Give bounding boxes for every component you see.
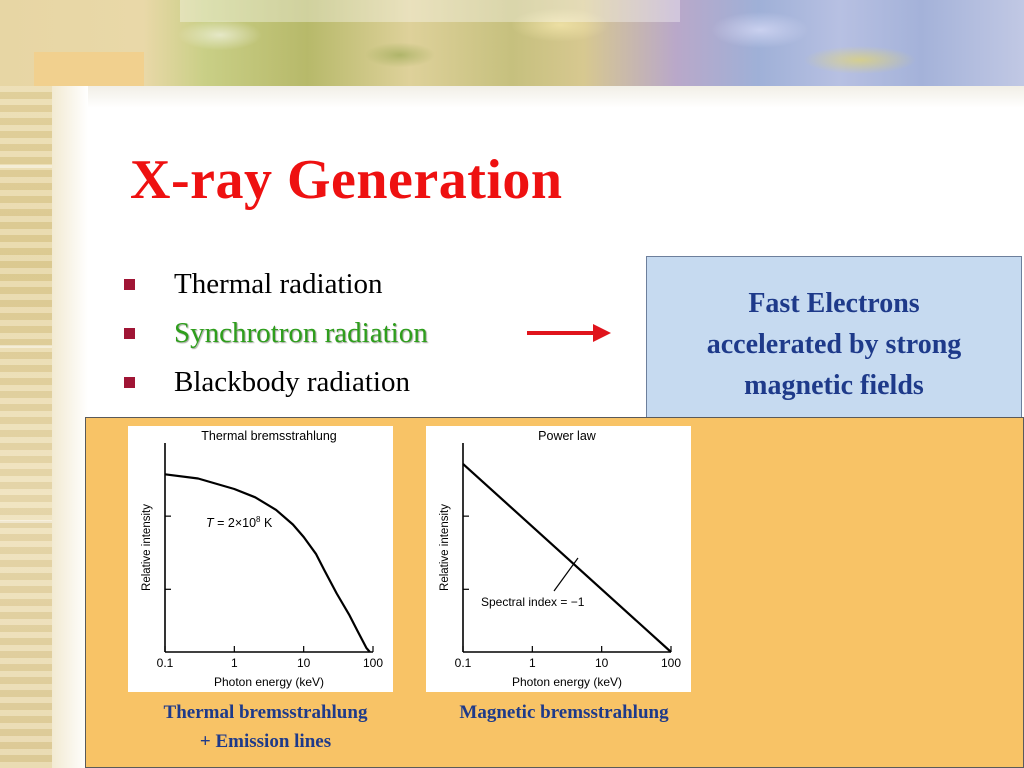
c1-x-tick-label-2: 10 <box>595 656 609 670</box>
thermal-chart: Thermal bremsstrahlung 0.1 1 10 100 Photon en… <box>128 426 393 692</box>
c0-x-axis-label: Photon energy (keV) <box>214 675 324 689</box>
power-law-chart-svg: Power law 0.1 1 10 100 Photon energy (keV) Rel… <box>439 429 681 689</box>
c0-y-axis-label: Relative intensity <box>141 504 153 591</box>
c1-series-line <box>462 463 672 653</box>
bullet-item: Thermal radiation <box>120 264 428 313</box>
c1-x-tick-label-3: 100 <box>661 656 681 670</box>
c0-x-tick-label-2: 10 <box>297 656 311 670</box>
callout-text: Fast Electrons accelerated by strong mag… <box>706 288 962 401</box>
bullet-text: Thermal radiation <box>174 268 383 300</box>
power-law-chart: Power law 0.1 1 10 100 Photon energy (keV) Rel… <box>426 426 691 692</box>
callout-box: Fast Electrons accelerated by strong mag… <box>646 256 1022 418</box>
c0-chart-title: Thermal bremsstrahlung <box>201 429 337 443</box>
slide-title: X-ray Generation <box>130 149 563 211</box>
c1-x-tick-label-0: 0.1 <box>455 656 472 670</box>
bullet-item: Blackbody radiation <box>120 362 428 411</box>
decorative-header-shadow <box>88 86 1024 108</box>
c0-x-tick-label-0: 0.1 <box>157 656 174 670</box>
c1-y-axis-label: Relative intensity <box>439 504 451 591</box>
c0-x-tick-label-3: 100 <box>363 656 383 670</box>
decorative-header-band <box>0 0 1024 86</box>
decorative-header-highlight <box>180 0 680 22</box>
decorative-shade-strip <box>52 0 88 768</box>
right-arrow-icon <box>527 324 611 342</box>
caption-thermal: Thermal bremsstrahlung + Emission lines <box>163 702 368 752</box>
thermal-chart-svg: Thermal bremsstrahlung 0.1 1 10 100 Photon en… <box>141 429 383 689</box>
square-bullet-icon <box>124 328 135 339</box>
c1-annotation-pointer <box>553 557 579 592</box>
c1-chart-title: Power law <box>538 429 597 443</box>
c1-x-tick-label-1: 1 <box>529 656 536 670</box>
square-bullet-icon <box>124 279 135 290</box>
c0-series-line <box>164 473 371 653</box>
c0-annotation: T = 2×108 K <box>206 515 273 530</box>
bullet-item-highlighted: Synchrotron radiation <box>120 313 428 362</box>
decorative-left-strip <box>0 0 52 768</box>
bullet-text: Blackbody radiation <box>174 366 410 398</box>
c1-annotation: Spectral index = −1 <box>481 595 585 609</box>
square-bullet-icon <box>124 377 135 388</box>
c0-x-tick-label-1: 1 <box>231 656 238 670</box>
caption-magnetic: Magnetic bremsstrahlung <box>459 702 669 723</box>
bullet-list: Thermal radiation Synchrotron radiation … <box>120 264 428 411</box>
decorative-header-tab <box>34 52 144 86</box>
c1-x-axis-label: Photon energy (keV) <box>512 675 622 689</box>
bullet-text: Synchrotron radiation <box>174 317 428 349</box>
